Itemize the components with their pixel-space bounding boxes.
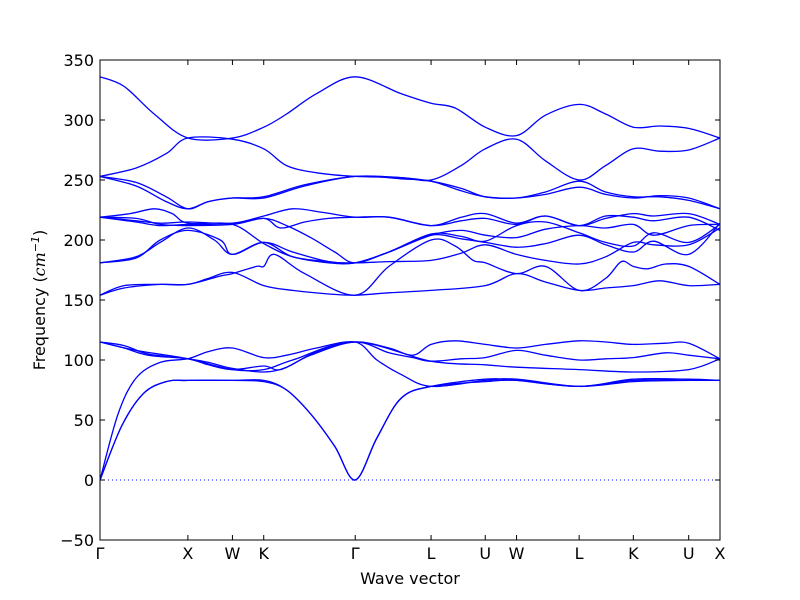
phonon-band-18 [100, 76, 720, 141]
y-axis-ticks: −50 0 50 100 150 200 250 300 350 [60, 51, 720, 550]
x-tick-label: Γ [351, 544, 360, 563]
y-tick-label: 350 [63, 51, 94, 70]
plot-area [100, 60, 720, 540]
phonon-band-11 [100, 208, 720, 265]
y-tick-label: 100 [63, 351, 94, 370]
y-axis-label-exponent: −1 [29, 236, 42, 252]
x-tick-label: U [683, 544, 695, 563]
phonon-band-14 [100, 214, 720, 231]
phonon-band-4 [100, 340, 720, 373]
phonon-band-8 [100, 238, 720, 296]
y-axis-label-main: Frequency ( [30, 276, 49, 370]
x-axis-label: Wave vector [360, 569, 460, 588]
y-tick-label: −50 [60, 531, 94, 550]
phonon-band-17 [100, 136, 720, 182]
x-tick-label: X [182, 544, 193, 563]
x-tick-label: K [258, 544, 269, 563]
x-tick-label: L [427, 544, 436, 563]
y-tick-label: 0 [84, 471, 94, 490]
phonon-band-16 [100, 175, 720, 210]
y-tick-label: 250 [63, 171, 94, 190]
phonon-band-12 [100, 216, 720, 264]
x-tick-label: U [479, 544, 491, 563]
x-tick-label: L [575, 544, 584, 563]
x-tick-label: W [509, 544, 525, 563]
y-axis-label-close: ) [30, 230, 49, 236]
x-tick-label: Γ [96, 544, 105, 563]
y-axis-label: Frequency (cm−1) [29, 230, 49, 371]
y-tick-label: 150 [63, 291, 94, 310]
x-tick-label: W [225, 544, 241, 563]
phonon-bands [100, 76, 720, 481]
y-tick-label: 50 [74, 411, 94, 430]
phonon-band-3 [100, 340, 720, 481]
x-tick-label: X [715, 544, 726, 563]
x-tick-label: K [628, 544, 639, 563]
y-axis-label-unit: cm [30, 252, 49, 276]
y-tick-label: 200 [63, 231, 94, 250]
y-tick-label: 300 [63, 111, 94, 130]
phonon-band-5 [100, 341, 720, 371]
phonon-band-6 [100, 341, 720, 373]
